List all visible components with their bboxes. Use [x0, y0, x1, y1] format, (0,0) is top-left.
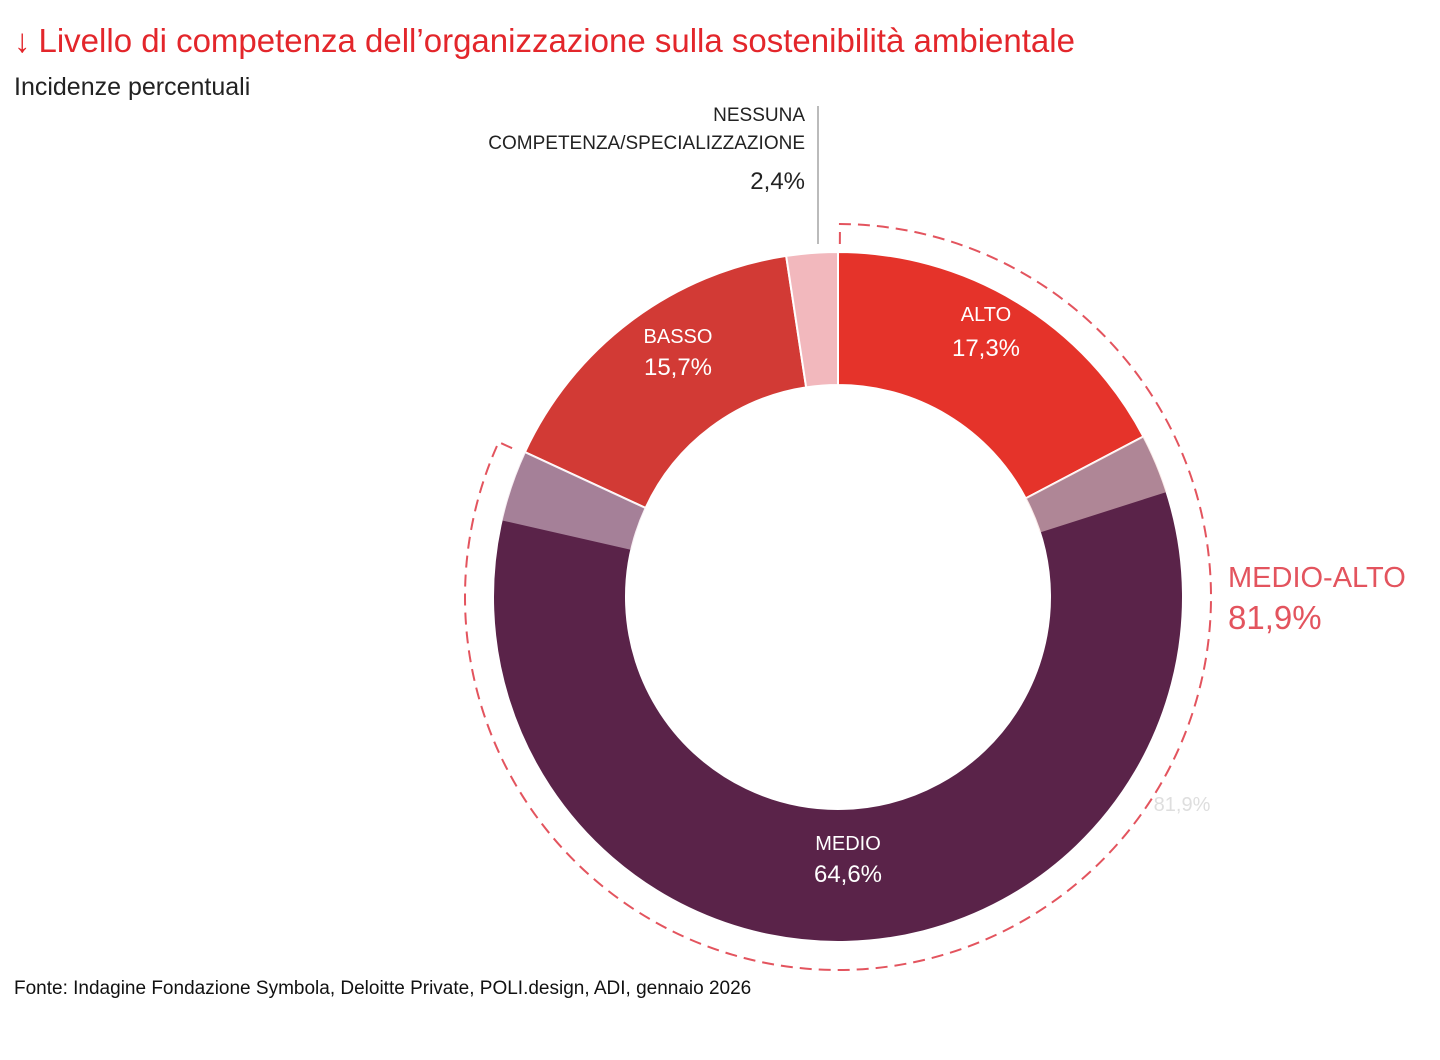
donut-slices [492, 250, 1184, 944]
slice-value-alto: 17,3% [952, 335, 1020, 362]
slice-transition-alto-medio [1025, 436, 1167, 533]
slice-label-medio: MEDIO [815, 833, 881, 855]
source-note: Fonte: Indagine Fondazione Symbola, Delo… [14, 978, 752, 999]
chart-subtitle: Incidenze percentuali [14, 73, 251, 101]
slice-label-basso: BASSO [644, 326, 713, 348]
slice-value-medio: 64,6% [814, 861, 882, 888]
group-label-medio-alto: MEDIO-ALTO [1228, 562, 1406, 594]
slice-transition-medio-basso [501, 452, 646, 550]
slice-label-nessuna-line1: NESSUNA [713, 105, 805, 126]
slice-basso [523, 254, 808, 510]
slice-label-nessuna-line2: COMPETENZA/SPECIALIZZAZIONE [488, 133, 805, 154]
arrow-down-icon: ↓ [14, 22, 31, 59]
slice-value-nessuna: 2,4% [750, 168, 805, 195]
chart-title-text: Livello di competenza dell’organizzazion… [38, 22, 1075, 59]
slice-medio [492, 435, 1184, 944]
slice-labels: ALTO 17,3% MEDIO 64,6% BASSO 15,7% NESSUNA COMP… [488, 105, 1406, 888]
group-bracket-medio-alto [464, 222, 1212, 971]
slice-alto [837, 250, 1145, 500]
slice-value-basso: 15,7% [644, 354, 712, 381]
ghost-value-label: 81,9% [1154, 794, 1211, 816]
group-bracket [464, 222, 1212, 971]
group-value-medio-alto: 81,9% [1228, 599, 1322, 636]
slice-nessuna-competenza [785, 250, 839, 389]
chart-title: ↓ Livello di competenza dell’organizzazio… [14, 22, 1075, 60]
slice-label-alto: ALTO [961, 304, 1011, 326]
